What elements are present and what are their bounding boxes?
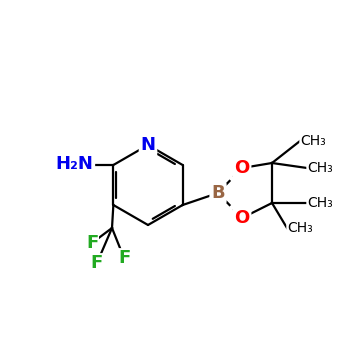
Text: F: F [86, 234, 98, 252]
Text: O: O [234, 159, 250, 177]
Text: CH₃: CH₃ [307, 196, 333, 210]
Text: N: N [140, 136, 155, 154]
Text: F: F [118, 249, 130, 267]
Text: N: N [140, 136, 155, 154]
Text: CH₃: CH₃ [287, 221, 313, 235]
Text: H₂N: H₂N [56, 155, 93, 173]
Text: O: O [234, 209, 250, 227]
Text: F: F [91, 254, 103, 272]
Text: CH₃: CH₃ [300, 134, 326, 148]
Text: CH₃: CH₃ [307, 161, 333, 175]
Text: B: B [211, 184, 225, 202]
